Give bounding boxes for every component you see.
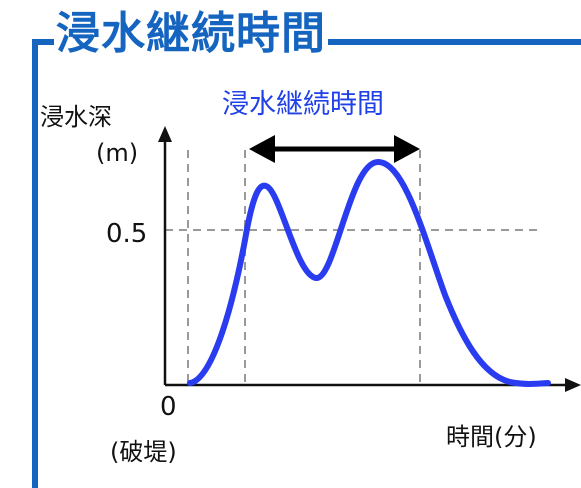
x-origin-note: (破堤) [110,438,177,466]
x-origin-label: 0 [160,392,177,422]
y-axis-arrowhead [158,126,172,142]
x-axis-label: 時間(分) [446,423,537,451]
duration-span-label: 浸水継続時間 [222,89,384,120]
frame-border [32,39,581,488]
page-title: 浸水継続時間 [54,4,328,64]
duration-span-arrowhead-right [394,135,420,163]
y-axis-label: 浸水深 [40,103,112,131]
duration-span-arrowhead-left [249,135,275,163]
x-axis-arrowhead [565,378,581,392]
flood-depth-curve [187,159,551,387]
y-tick-threshold: 0.5 [106,219,148,249]
y-axis-unit: (m) [96,139,139,167]
